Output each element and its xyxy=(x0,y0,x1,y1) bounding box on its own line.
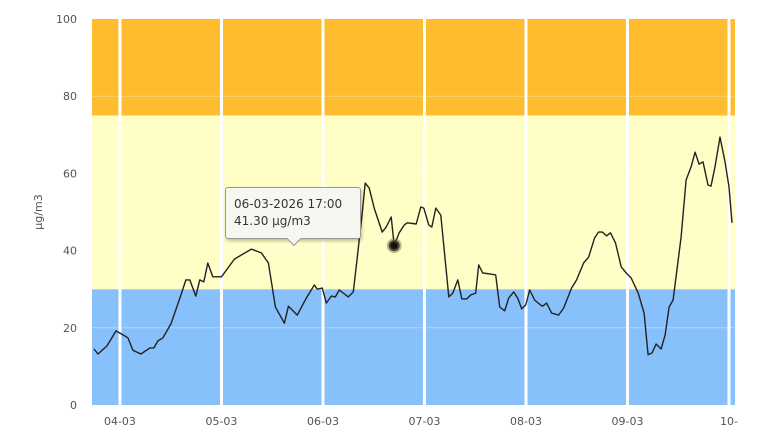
tooltip-datetime: 06-03-2026 17:00 xyxy=(234,197,343,211)
band-1 xyxy=(92,115,735,290)
x-tick-label: 09-03 xyxy=(612,415,644,428)
series-line xyxy=(93,136,733,356)
x-tick-label: 04-03 xyxy=(104,415,136,428)
y-tick-label: 60 xyxy=(63,167,77,180)
band-0 xyxy=(92,289,735,405)
tooltip: 06-03-2026 17:00 41.30 µg/m3 xyxy=(225,187,361,239)
band-2 xyxy=(92,19,735,116)
y-tick-label: 80 xyxy=(63,90,77,103)
x-tick-label: 08-03 xyxy=(510,415,542,428)
y-axis-label: µg/m3 xyxy=(32,194,45,229)
x-tick-label: 05-03 xyxy=(205,415,237,428)
y-tick-label: 20 xyxy=(63,322,77,335)
x-tick-label: 10- xyxy=(720,415,738,428)
y-tick-label: 40 xyxy=(63,245,77,258)
x-tick-label: 07-03 xyxy=(408,415,440,428)
y-tick-label: 0 xyxy=(70,399,77,412)
x-tick-label: 06-03 xyxy=(307,415,339,428)
highlight-point[interactable] xyxy=(386,238,402,254)
tooltip-value: 41.30 µg/m3 xyxy=(234,214,311,228)
y-tick-label: 100 xyxy=(56,13,77,26)
